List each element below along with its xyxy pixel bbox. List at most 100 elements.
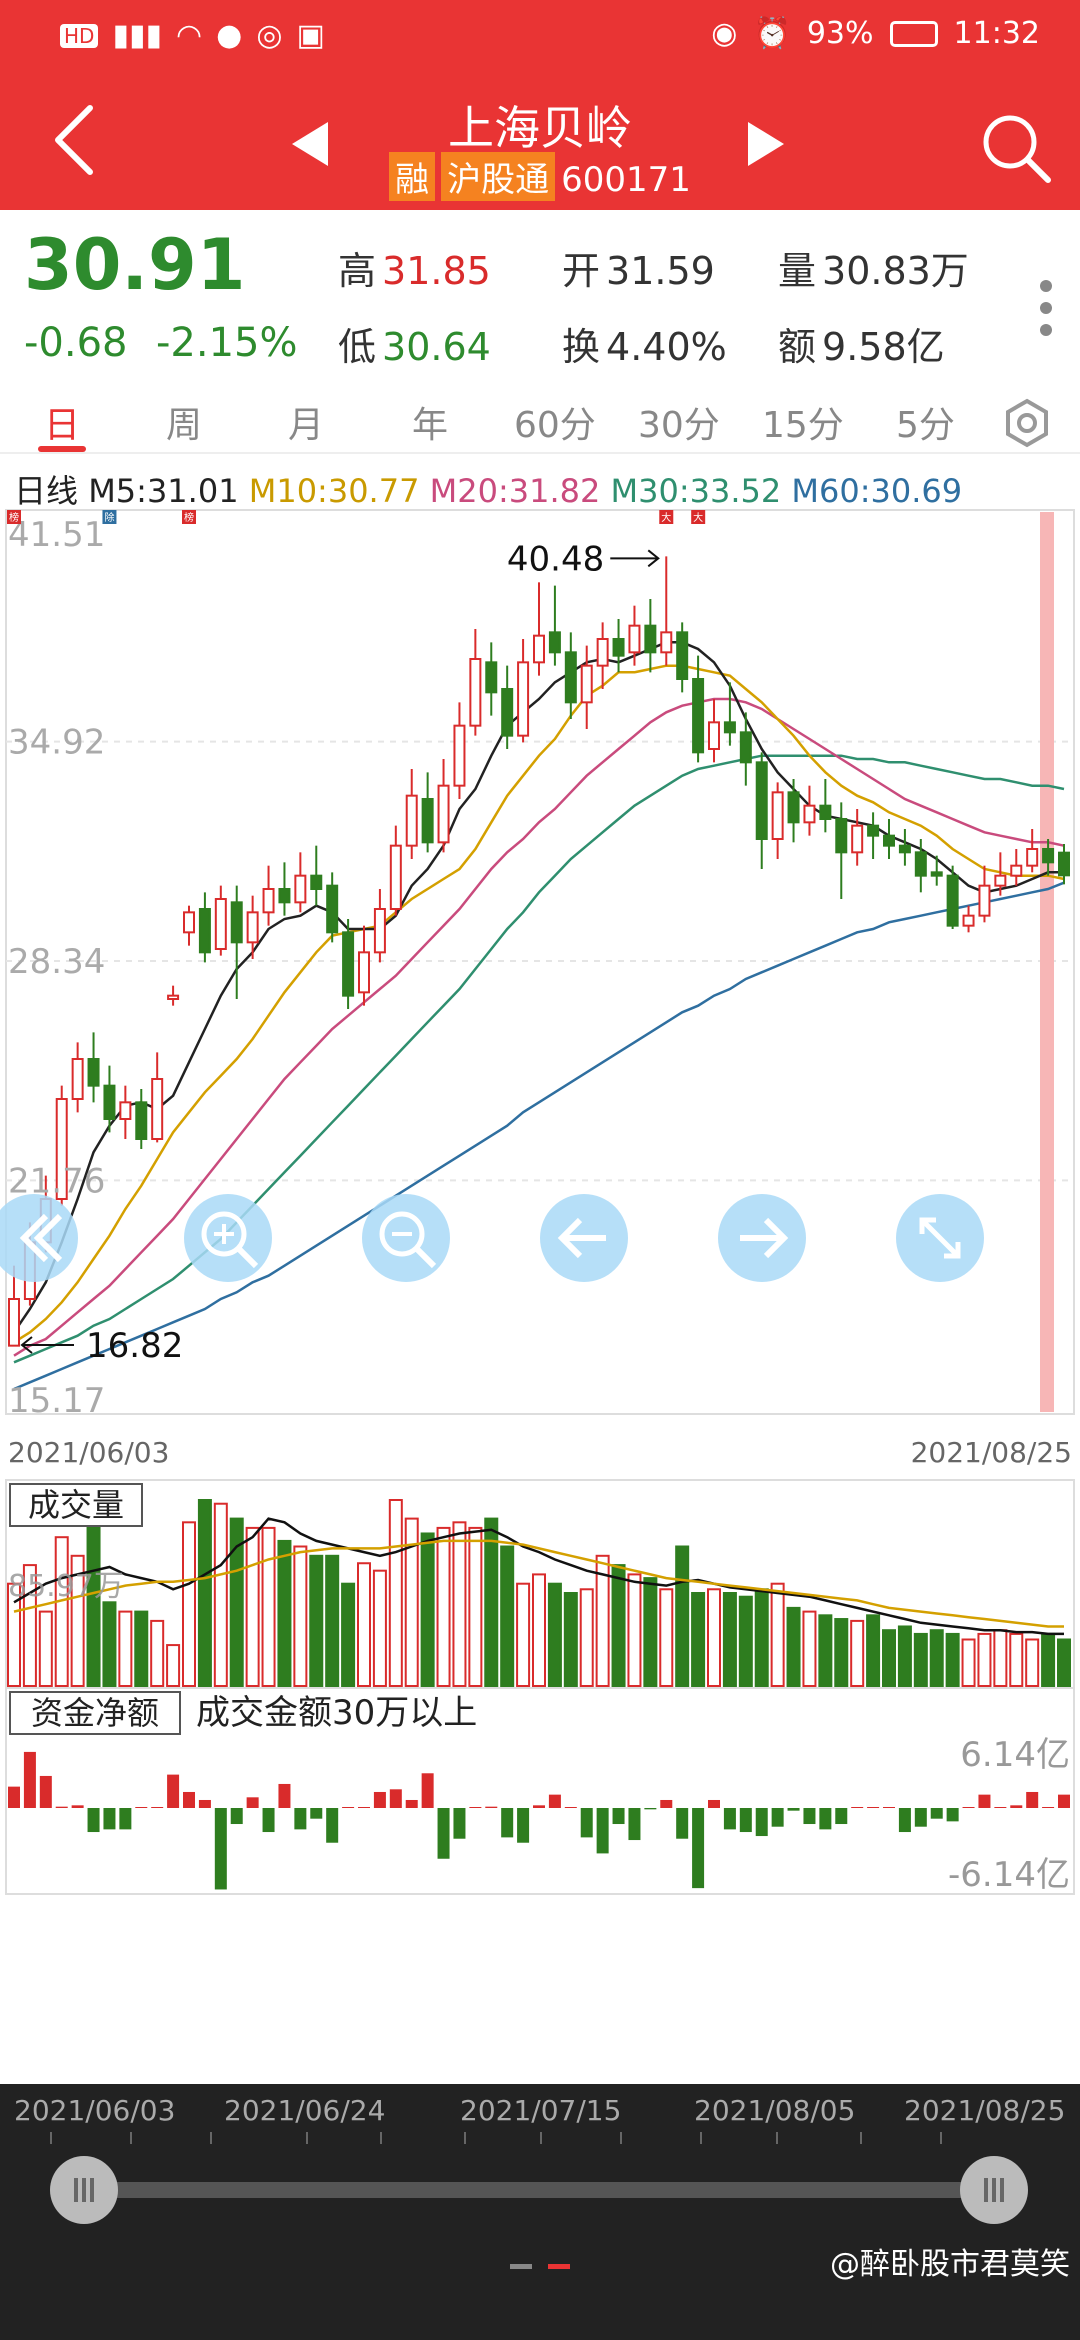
turnover-value: 4.40%	[606, 325, 727, 369]
range-handle-left[interactable]	[50, 2156, 118, 2224]
rewind-button[interactable]	[0, 1194, 78, 1282]
volume-bar	[738, 1595, 753, 1687]
candle	[692, 655, 705, 763]
candle	[596, 622, 609, 689]
volume-bar	[1009, 1632, 1024, 1688]
event-marker[interactable]	[691, 510, 706, 524]
tab-5min[interactable]: 5分	[896, 405, 955, 446]
tab-60min[interactable]: 60分	[514, 405, 596, 446]
prev-stock-icon[interactable]	[292, 122, 328, 166]
tab-15min[interactable]: 15分	[762, 405, 844, 446]
fund-bar	[898, 1808, 911, 1833]
clock: 11:32	[953, 16, 1040, 51]
connect-badge: 沪股通	[441, 152, 556, 201]
volume-bar	[707, 1588, 721, 1688]
turnover-field: 换 4.40%	[562, 316, 727, 371]
fund-bar	[501, 1808, 514, 1838]
range-label-2: 2021/07/15	[460, 2094, 621, 2127]
volume-bar	[134, 1610, 149, 1687]
tab-month[interactable]: 月	[288, 405, 325, 446]
volume-bar	[452, 1521, 467, 1687]
fund-bar	[517, 1808, 530, 1843]
fund-bar	[310, 1808, 323, 1819]
fund-bar	[962, 1807, 975, 1808]
fund-bar	[771, 1808, 784, 1827]
volume-bar	[420, 1532, 435, 1687]
volume-bar	[38, 1610, 53, 1687]
fund-bar	[628, 1808, 641, 1841]
candle	[278, 862, 291, 916]
open-field: 开 31.59	[562, 240, 715, 295]
volume-bar	[468, 1526, 483, 1688]
settings-icon[interactable]	[1002, 398, 1052, 448]
next-stock-icon[interactable]	[748, 122, 784, 166]
period-tabs: 日 周 月 年 60分 30分 15分 5分	[0, 390, 1080, 454]
status-bar: HD ▮▮▮ ◠ ● ◎ ▣ ◉ ⏰ 93% 11:32	[0, 0, 1080, 72]
candle	[87, 1032, 100, 1103]
search-icon[interactable]	[976, 108, 1056, 188]
more-icon[interactable]	[1040, 270, 1060, 346]
ma60-value: M60:30.69	[791, 472, 963, 510]
kline-y-ticks: 41.51 34.92 28.34 21.76 15.17	[8, 515, 105, 1421]
candle	[485, 642, 498, 716]
range-handle-right[interactable]	[960, 2156, 1028, 2224]
candle	[358, 925, 370, 1006]
event-marker[interactable]	[7, 510, 21, 524]
zoom-in-button[interactable]	[184, 1194, 272, 1282]
event-marker[interactable]	[659, 510, 674, 524]
candle	[739, 712, 752, 786]
stock-header: 上海贝岭 融沪股通 600171	[0, 72, 1080, 210]
stock-code: 600171	[561, 160, 691, 200]
eye-icon: ◉	[711, 16, 738, 51]
volume-bar	[357, 1562, 371, 1687]
candle	[867, 812, 880, 859]
candle	[421, 772, 434, 853]
right-button[interactable]	[718, 1194, 806, 1282]
volume-bar	[897, 1625, 912, 1687]
volume-value: 30.83万	[822, 249, 969, 293]
fund-bar	[55, 1806, 68, 1808]
event-marker-label: 除	[104, 511, 114, 524]
candle	[660, 556, 673, 666]
volume-label: 量	[778, 249, 817, 293]
volume-bar	[1041, 1632, 1056, 1688]
chart-area[interactable]: 41.51 34.92 28.34 21.76 15.17 榜 除 榜 大 大 40.48 16.…	[0, 500, 1080, 2084]
candle	[198, 892, 211, 963]
volume-bar	[786, 1606, 801, 1688]
min-price-label: 16.82	[86, 1326, 183, 1366]
alarm-icon: ⏰	[753, 16, 791, 51]
tab-week[interactable]: 周	[166, 405, 203, 446]
tab-day[interactable]: 日	[44, 405, 81, 446]
volume-bar	[643, 1577, 658, 1687]
ma10-line	[13, 664, 1065, 1344]
candle	[214, 885, 227, 956]
back-icon[interactable]	[46, 100, 106, 180]
tab-year[interactable]: 年	[412, 405, 449, 446]
candle	[533, 582, 545, 676]
range-track[interactable]	[80, 2182, 1000, 2198]
event-marker[interactable]	[182, 510, 196, 524]
fund-bar	[994, 1807, 1007, 1808]
ma30-line	[13, 754, 1065, 1364]
fullscreen-button[interactable]	[896, 1194, 984, 1282]
event-marker-label: 榜	[9, 511, 19, 524]
candle	[819, 779, 832, 833]
fund-bar	[262, 1808, 275, 1833]
candle	[564, 632, 577, 719]
x-start-label: 2021/06/03	[8, 1436, 169, 1469]
left-button[interactable]	[540, 1194, 628, 1282]
volume-bar	[579, 1588, 594, 1688]
fund-top-label: 6.14亿	[960, 1735, 1070, 1775]
fund-bar	[453, 1808, 466, 1839]
volume-bar	[722, 1592, 737, 1687]
tab-30min[interactable]: 30分	[638, 405, 720, 446]
candle	[1042, 839, 1055, 876]
zoom-out-button[interactable]	[362, 1194, 450, 1282]
volume-bar	[818, 1614, 833, 1687]
candle	[517, 639, 530, 743]
max-price-label: 40.48	[507, 539, 604, 579]
volume-bar	[341, 1582, 356, 1687]
fund-bar	[8, 1786, 20, 1808]
fund-bar	[739, 1808, 752, 1833]
event-marker[interactable]	[102, 510, 117, 524]
